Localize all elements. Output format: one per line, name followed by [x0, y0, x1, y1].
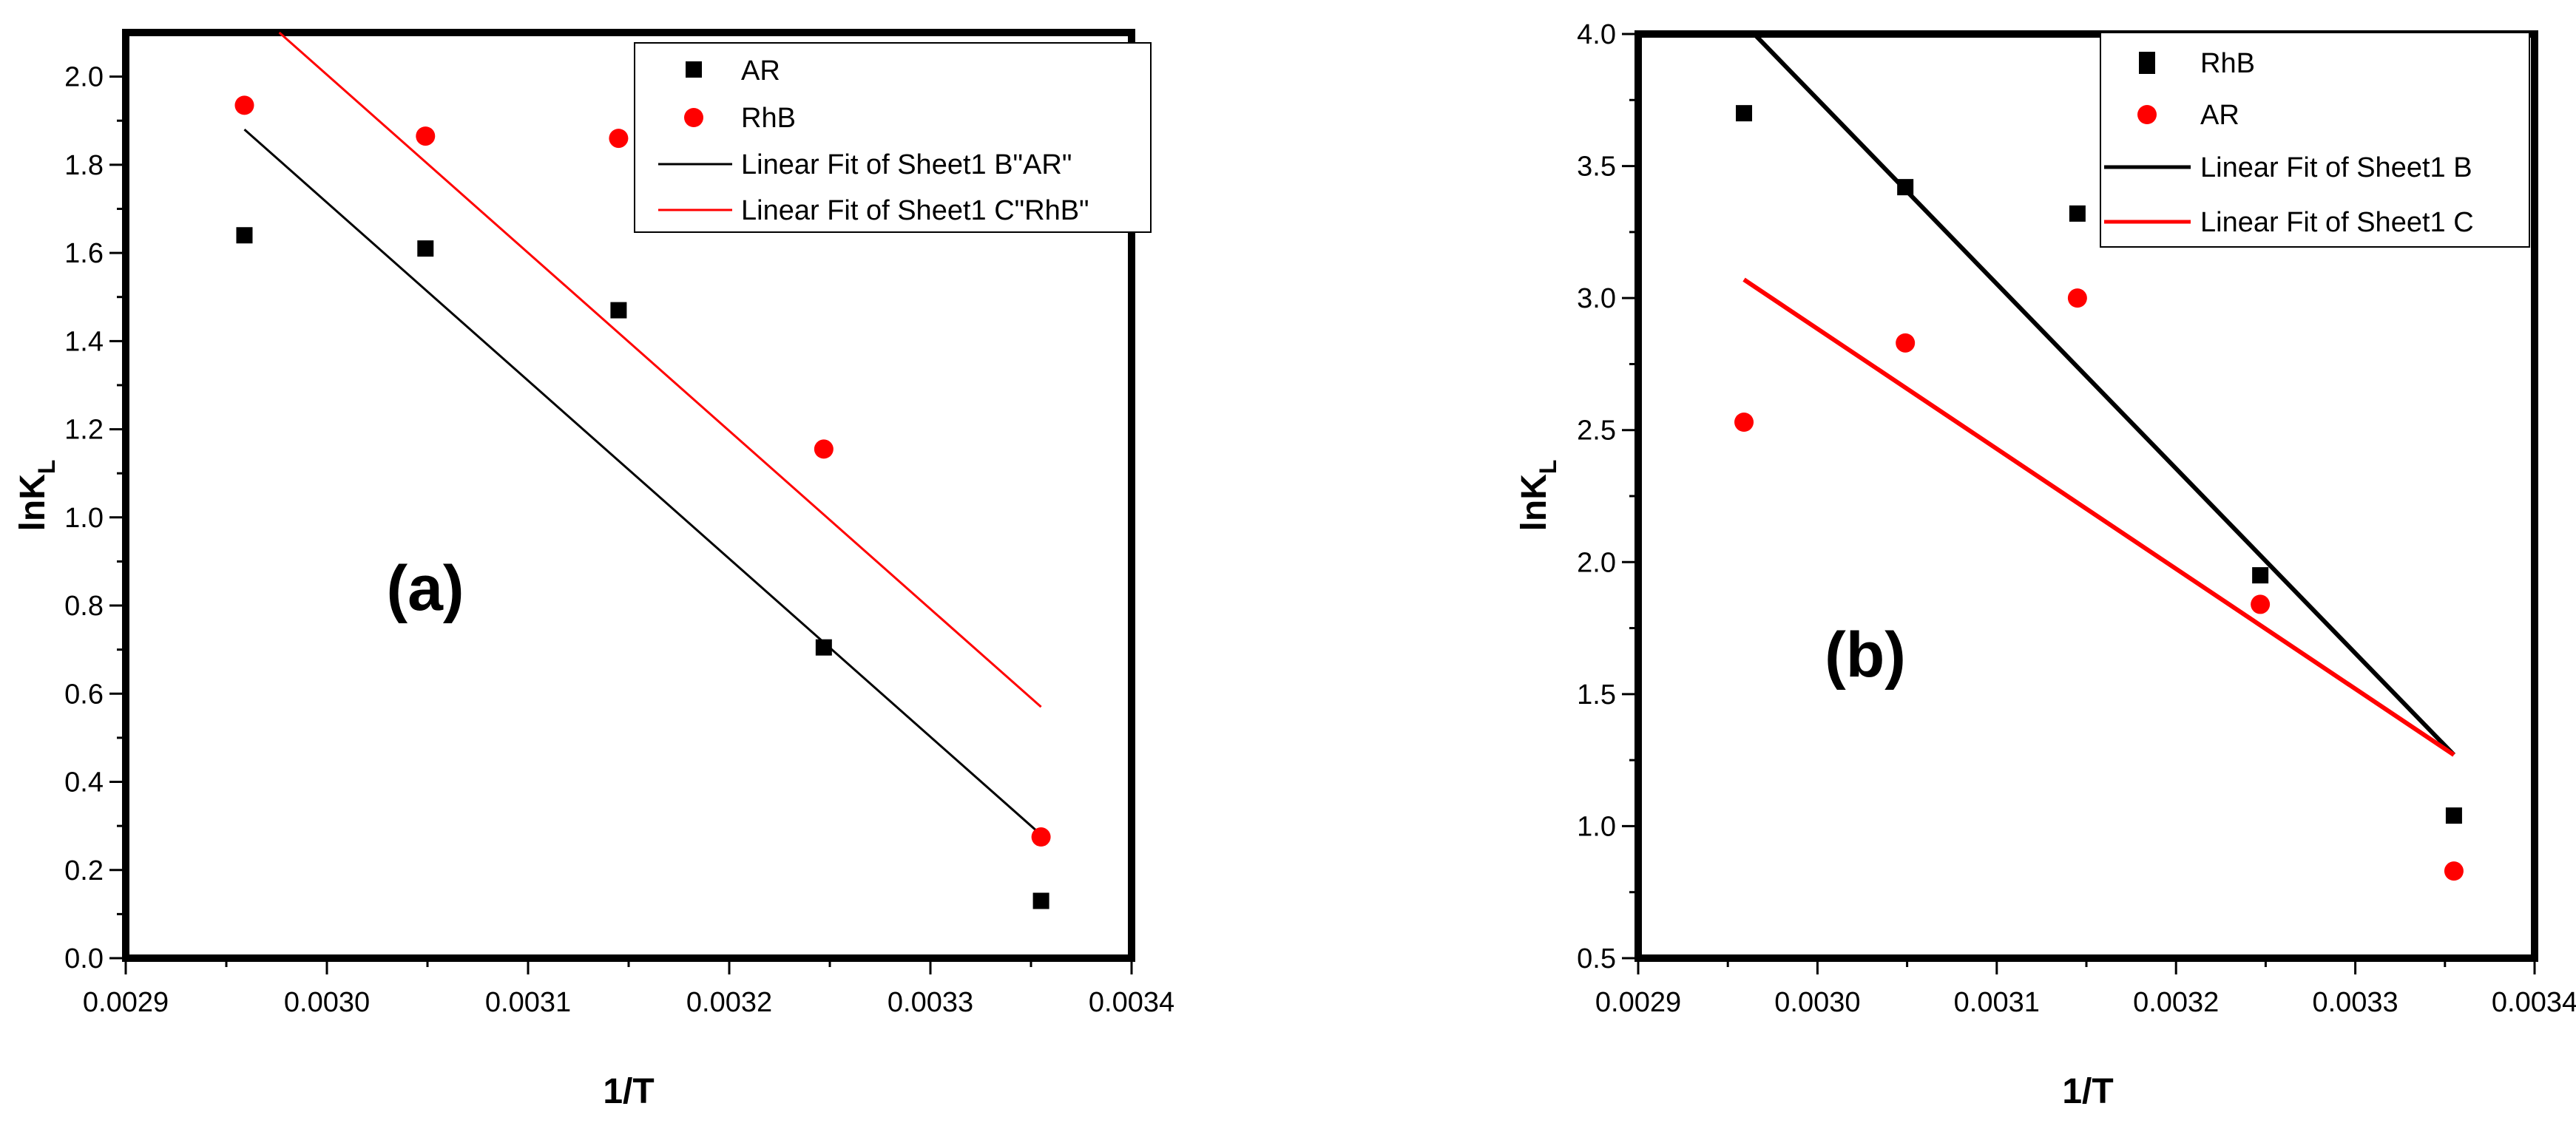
point-b-s0-4	[2445, 807, 2462, 824]
legend-marker-rhb-b	[2139, 52, 2155, 74]
y-tick-label-a-5: 1.0	[64, 503, 104, 534]
x-tick-label-a-4: 0.0033	[888, 987, 973, 1018]
point-b-s0-2	[2069, 205, 2086, 222]
y-tick-label-a-3: 0.6	[64, 679, 104, 710]
point-a-s1-1	[416, 126, 436, 146]
x-tick-label-a-2: 0.0031	[485, 987, 571, 1018]
x-tick-label-b-5: 0.0034	[2492, 987, 2576, 1018]
legend-label-series1-b: AR	[2200, 100, 2239, 131]
y-axis-title-sub-b: L	[1535, 460, 1561, 475]
y-axis-title-main-a: lnK	[13, 474, 53, 532]
y-tick-label-a-0: 0.0	[64, 943, 104, 974]
y-tick-label-a-7: 1.4	[64, 326, 104, 357]
y-tick-label-b-1: 1.0	[1577, 811, 1616, 842]
legend-box-a	[634, 42, 1152, 233]
legend-a: AR RhB Linear Fit of Sheet1 B"AR" Linear…	[634, 42, 1152, 233]
y-tick-label-b-7: 4.0	[1577, 19, 1616, 50]
panel-label-b: (b)	[1825, 620, 1906, 691]
point-a-s1-3	[814, 439, 834, 459]
x-tick-label-b-1: 0.0030	[1774, 987, 1860, 1018]
x-axis-title-b: 1/T	[2062, 1072, 2113, 1111]
fit-line-b-0	[1752, 32, 2456, 757]
legend-label-series1-a: RhB	[741, 103, 796, 134]
legend-label-fit1-b: Linear Fit of Sheet1 C	[2200, 207, 2474, 238]
point-a-s1-4	[1031, 827, 1051, 847]
point-a-s0-1	[417, 240, 434, 257]
x-tick-label-b-2: 0.0031	[1954, 987, 2040, 1018]
y-tick-label-b-5: 3.0	[1577, 283, 1616, 314]
y-tick-label-a-8: 1.6	[64, 238, 104, 269]
fit-line-a-1	[278, 31, 1042, 708]
point-b-s1-4	[2444, 861, 2464, 881]
y-tick-label-a-10: 2.0	[64, 62, 104, 93]
point-b-s0-3	[2252, 567, 2269, 584]
point-a-s1-0	[234, 95, 254, 115]
x-tick-label-a-0: 0.0029	[83, 987, 169, 1018]
point-a-s1-2	[609, 129, 629, 149]
point-a-s0-0	[236, 227, 253, 244]
y-axis-title-sub-a: L	[33, 460, 60, 475]
point-b-s1-1	[1896, 333, 1916, 353]
legend-marker-ar-a	[686, 61, 702, 78]
point-a-s0-3	[815, 639, 832, 656]
y-tick-label-b-4: 2.5	[1577, 416, 1616, 447]
legend-label-fit0-b: Linear Fit of Sheet1 B	[2200, 152, 2472, 183]
x-tick-label-b-0: 0.0029	[1595, 987, 1681, 1018]
y-tick-label-b-2: 1.5	[1577, 679, 1616, 710]
y-axis-title-b: lnKL	[1515, 460, 1561, 532]
panel-a: 1/T lnKL (a) 0.0029 0.0030 0.0031 0.0032 0.0…	[13, 29, 1174, 1111]
y-tick-label-a-4: 0.8	[64, 591, 104, 622]
legend-b: RhB AR Linear Fit of Sheet1 B Linear Fit…	[2100, 32, 2530, 248]
y-axis-title-main-b: lnK	[1515, 474, 1554, 532]
y-tick-label-a-1: 0.2	[64, 855, 104, 886]
y-tick-label-a-9: 1.8	[64, 150, 104, 181]
legend-label-fit1-a: Linear Fit of Sheet1 C"RhB"	[741, 195, 1089, 226]
x-tick-label-b-4: 0.0033	[2312, 987, 2398, 1018]
legend-marker-rhb-a	[684, 108, 703, 127]
point-b-s0-0	[1736, 105, 1753, 122]
y-tick-label-a-6: 1.2	[64, 415, 104, 446]
fit-line-a-0	[243, 129, 1042, 836]
y-tick-label-b-3: 2.0	[1577, 547, 1616, 578]
y-axis-title-a: lnKL	[13, 460, 60, 532]
x-axis-title-a: 1/T	[603, 1072, 654, 1111]
legend-box-b	[2100, 32, 2530, 248]
x-tick-label-b-3: 0.0032	[2133, 987, 2219, 1018]
point-b-s1-3	[2251, 594, 2271, 614]
y-tick-label-a-2: 0.4	[64, 767, 104, 798]
legend-marker-ar-b	[2137, 105, 2157, 124]
panel-b: 1/T lnKL (b) 0.0029 0.0030 0.0031 0.0032 0.0…	[1515, 19, 2576, 1111]
point-a-s0-4	[1032, 892, 1049, 909]
x-tick-label-a-3: 0.0032	[686, 987, 772, 1018]
point-b-s0-1	[1897, 179, 1914, 196]
point-a-s0-2	[610, 302, 627, 319]
y-tick-label-b-6: 3.5	[1577, 152, 1616, 183]
point-b-s1-2	[2067, 288, 2087, 308]
legend-label-series0-b: RhB	[2200, 48, 2255, 79]
y-tick-label-b-0: 0.5	[1577, 943, 1616, 974]
panel-label-a: (a)	[386, 553, 464, 624]
fit-line-b-1	[1742, 277, 2455, 757]
point-b-s1-0	[1734, 413, 1754, 432]
legend-label-series0-a: AR	[741, 55, 780, 87]
legend-label-fit0-a: Linear Fit of Sheet1 B"AR"	[741, 149, 1072, 180]
x-tick-label-a-5: 0.0034	[1089, 987, 1174, 1018]
x-tick-label-a-1: 0.0030	[284, 987, 370, 1018]
